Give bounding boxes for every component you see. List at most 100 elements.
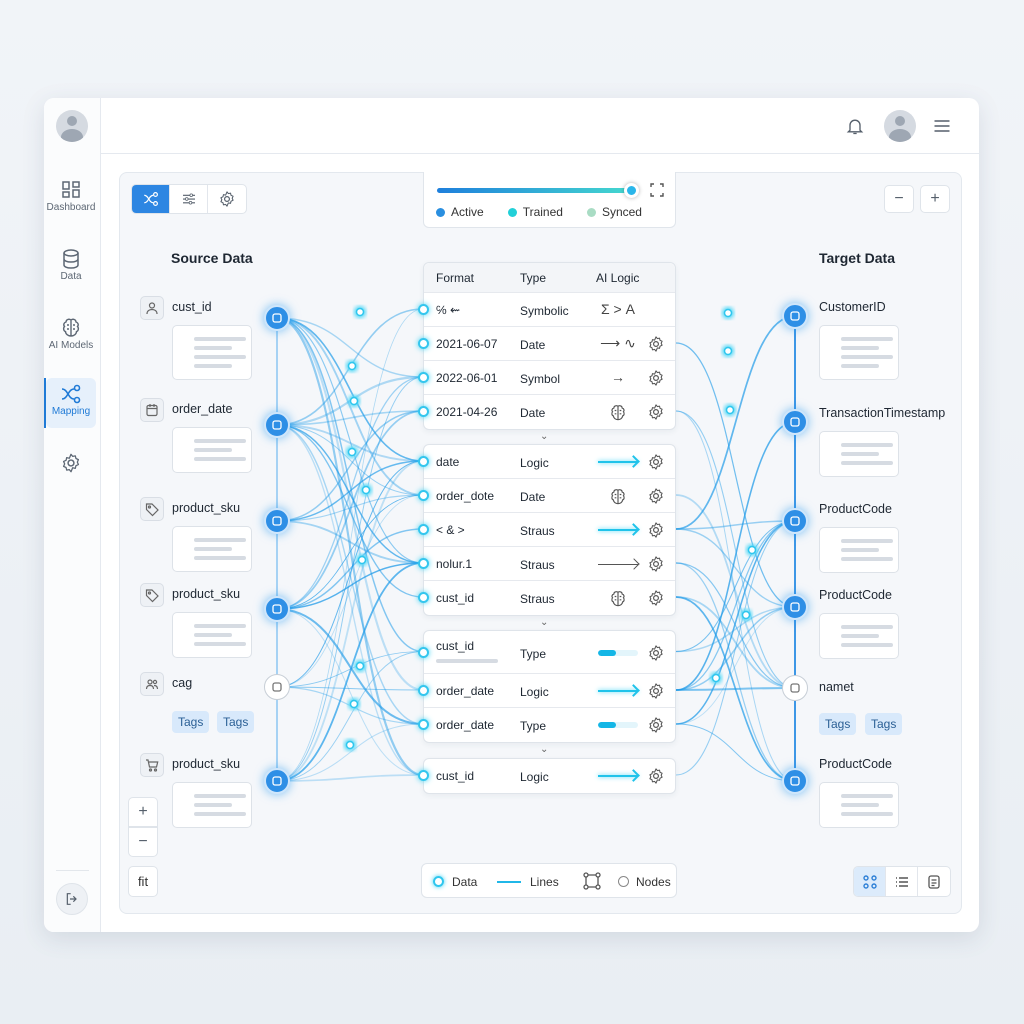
logout-button[interactable] bbox=[56, 883, 88, 915]
target-field-label[interactable]: ProductCode bbox=[819, 757, 892, 771]
expand-chevron-icon[interactable]: ⌄ bbox=[540, 431, 549, 442]
zoom-in-button[interactable]: + bbox=[920, 185, 950, 213]
table-row[interactable]: nolur.1 Straus bbox=[418, 547, 675, 581]
connection-line bbox=[675, 562, 796, 782]
row-settings-button[interactable] bbox=[647, 644, 665, 666]
row-settings-button[interactable] bbox=[647, 403, 665, 425]
table-row[interactable]: 2022-06-01 Symbol → bbox=[418, 361, 675, 395]
legend-data[interactable]: Data bbox=[452, 875, 478, 889]
target-node[interactable] bbox=[782, 594, 808, 620]
canvas-zoom-in-button[interactable]: + bbox=[128, 797, 158, 827]
link-waypoint bbox=[741, 610, 751, 620]
row-settings-button[interactable] bbox=[647, 453, 665, 475]
expand-chevron-icon[interactable]: ⌄ bbox=[540, 617, 549, 628]
row-connector[interactable] bbox=[418, 592, 429, 603]
source-field-label[interactable]: cust_id bbox=[172, 300, 212, 314]
user-avatar[interactable] bbox=[884, 110, 916, 142]
target-node[interactable] bbox=[782, 768, 808, 794]
fit-button[interactable]: fit bbox=[128, 866, 158, 897]
target-field-label[interactable]: CustomerID bbox=[819, 300, 886, 314]
row-settings-button[interactable] bbox=[647, 767, 665, 789]
source-field-label[interactable]: product_sku bbox=[172, 757, 241, 771]
table-row[interactable]: date Logic bbox=[418, 445, 675, 479]
ai-logic-progress bbox=[594, 644, 642, 660]
row-settings-button[interactable] bbox=[647, 589, 665, 611]
sidebar-item-ai-models[interactable]: AI Models bbox=[46, 312, 96, 362]
source-field-label[interactable]: cag bbox=[172, 676, 193, 690]
row-connector[interactable] bbox=[418, 338, 429, 349]
source-node[interactable] bbox=[264, 768, 290, 794]
table-row[interactable]: cust_id Straus bbox=[418, 581, 675, 615]
tag-badge[interactable]: Tags bbox=[865, 713, 903, 735]
table-row[interactable]: cust_id Type bbox=[418, 631, 675, 674]
table-row[interactable]: order_dote Date bbox=[418, 479, 675, 513]
fullscreen-icon[interactable] bbox=[650, 183, 664, 197]
expand-chevron-icon[interactable]: ⌄ bbox=[540, 744, 549, 755]
sidebar-avatar[interactable] bbox=[56, 110, 88, 142]
target-node[interactable] bbox=[782, 303, 808, 329]
row-settings-button[interactable] bbox=[647, 521, 665, 543]
row-settings-button[interactable] bbox=[647, 716, 665, 738]
table-row[interactable]: < & > Straus bbox=[418, 513, 675, 547]
legend-lines[interactable]: Lines bbox=[530, 875, 559, 889]
row-connector[interactable] bbox=[418, 456, 429, 467]
tag-badge[interactable]: Tags bbox=[819, 713, 857, 735]
sidebar-item-data[interactable]: Data bbox=[46, 243, 96, 293]
target-field-label[interactable]: namet bbox=[819, 680, 854, 694]
status-slider-track[interactable] bbox=[437, 188, 633, 193]
table-row[interactable]: order_date Type bbox=[418, 708, 675, 742]
sidebar-item-mapping[interactable]: Mapping bbox=[44, 378, 96, 428]
row-connector[interactable] bbox=[418, 524, 429, 535]
table-row[interactable]: cust_id Logic bbox=[418, 759, 675, 793]
source-field-label[interactable]: product_sku bbox=[172, 587, 241, 601]
menu-icon[interactable] bbox=[932, 116, 952, 136]
bell-icon[interactable] bbox=[845, 116, 865, 136]
legend-nodes[interactable]: Nodes bbox=[636, 875, 671, 889]
table-row[interactable]: 2021-06-07 Date ⟶ ∿ bbox=[418, 327, 675, 361]
table-row[interactable]: ℅ ⇜ Symbolic Σ > A bbox=[418, 293, 675, 327]
source-field-label[interactable]: product_sku bbox=[172, 501, 241, 515]
target-field-label[interactable]: ProductCode bbox=[819, 502, 892, 516]
status-slider-handle[interactable] bbox=[624, 183, 639, 198]
table-row[interactable]: 2021-04-26 Date bbox=[418, 395, 675, 429]
row-connector[interactable] bbox=[418, 372, 429, 383]
view-grid-button[interactable] bbox=[854, 867, 886, 896]
row-settings-button[interactable] bbox=[647, 369, 665, 391]
row-connector[interactable] bbox=[418, 304, 429, 315]
target-field-label[interactable]: TransactionTimestamp bbox=[819, 406, 946, 420]
view-document-button[interactable] bbox=[918, 867, 950, 896]
row-connector[interactable] bbox=[418, 558, 429, 569]
row-connector[interactable] bbox=[418, 406, 429, 417]
mode-settings-button[interactable] bbox=[208, 185, 246, 213]
source-node[interactable] bbox=[264, 412, 290, 438]
sidebar-item-dashboard[interactable]: Dashboard bbox=[46, 174, 96, 224]
mode-mapping-button[interactable] bbox=[132, 185, 170, 213]
tag-badge[interactable]: Tags bbox=[172, 711, 210, 733]
row-settings-button[interactable] bbox=[647, 555, 665, 577]
source-node[interactable] bbox=[264, 674, 290, 700]
row-settings-button[interactable] bbox=[647, 487, 665, 509]
link-waypoint bbox=[349, 699, 359, 709]
view-list-button[interactable] bbox=[886, 867, 918, 896]
row-settings-button[interactable] bbox=[647, 682, 665, 704]
target-field-label[interactable]: ProductCode bbox=[819, 588, 892, 602]
source-node[interactable] bbox=[264, 596, 290, 622]
mode-sliders-button[interactable] bbox=[170, 185, 208, 213]
row-connector[interactable] bbox=[418, 490, 429, 501]
target-node[interactable] bbox=[782, 409, 808, 435]
target-node[interactable] bbox=[782, 675, 808, 701]
zoom-out-button[interactable]: − bbox=[884, 185, 914, 213]
source-node[interactable] bbox=[264, 508, 290, 534]
tag-badge[interactable]: Tags bbox=[217, 711, 255, 733]
row-connector[interactable] bbox=[418, 770, 429, 781]
row-connector[interactable] bbox=[418, 719, 429, 730]
row-settings-button[interactable] bbox=[647, 335, 665, 357]
row-connector[interactable] bbox=[418, 646, 429, 658]
target-node[interactable] bbox=[782, 508, 808, 534]
row-connector[interactable] bbox=[418, 685, 429, 696]
source-field-label[interactable]: order_date bbox=[172, 402, 233, 416]
canvas-zoom-out-button[interactable]: − bbox=[128, 827, 158, 857]
table-row[interactable]: order_date Logic bbox=[418, 674, 675, 708]
connection-line bbox=[276, 520, 424, 564]
source-node[interactable] bbox=[264, 305, 290, 331]
